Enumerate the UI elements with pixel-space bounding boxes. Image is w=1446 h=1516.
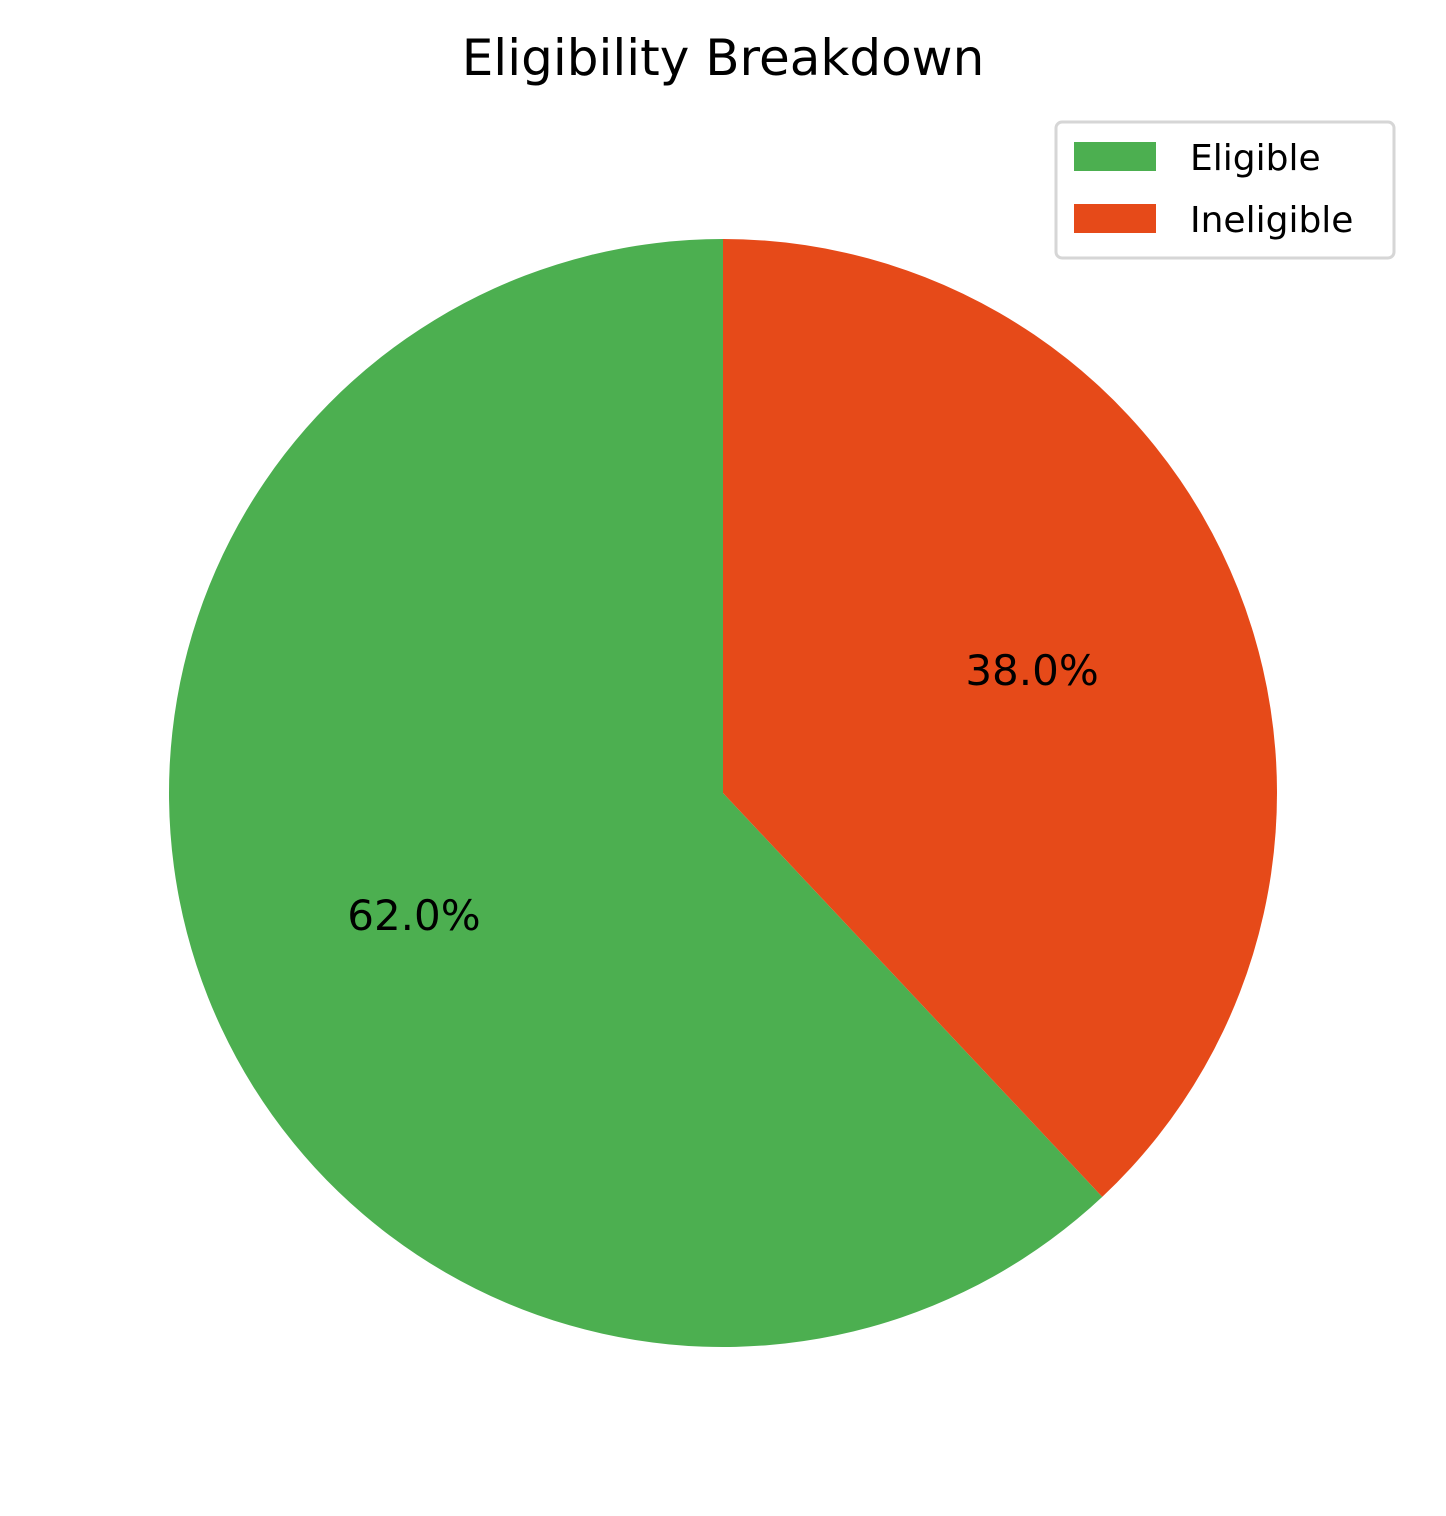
legend-label-eligible: Eligible: [1190, 138, 1321, 179]
pie-label-ineligible: 38.0%: [965, 646, 1098, 695]
pie-slice-ineligible: [723, 239, 1277, 1197]
legend-swatch-ineligible: [1074, 204, 1156, 233]
legend-swatch-eligible: [1074, 142, 1156, 171]
pie-labels: 62.0% 38.0%: [347, 646, 1099, 940]
legend-label-ineligible: Ineligible: [1190, 200, 1353, 241]
legend: Eligible Ineligible: [1054, 120, 1396, 260]
chart-title: Eligibility Breakdown: [462, 29, 985, 87]
pie-slice-eligible: [168, 239, 1103, 1347]
pie-label-eligible: 62.0%: [347, 891, 480, 940]
pie-slices: [168, 239, 1277, 1347]
